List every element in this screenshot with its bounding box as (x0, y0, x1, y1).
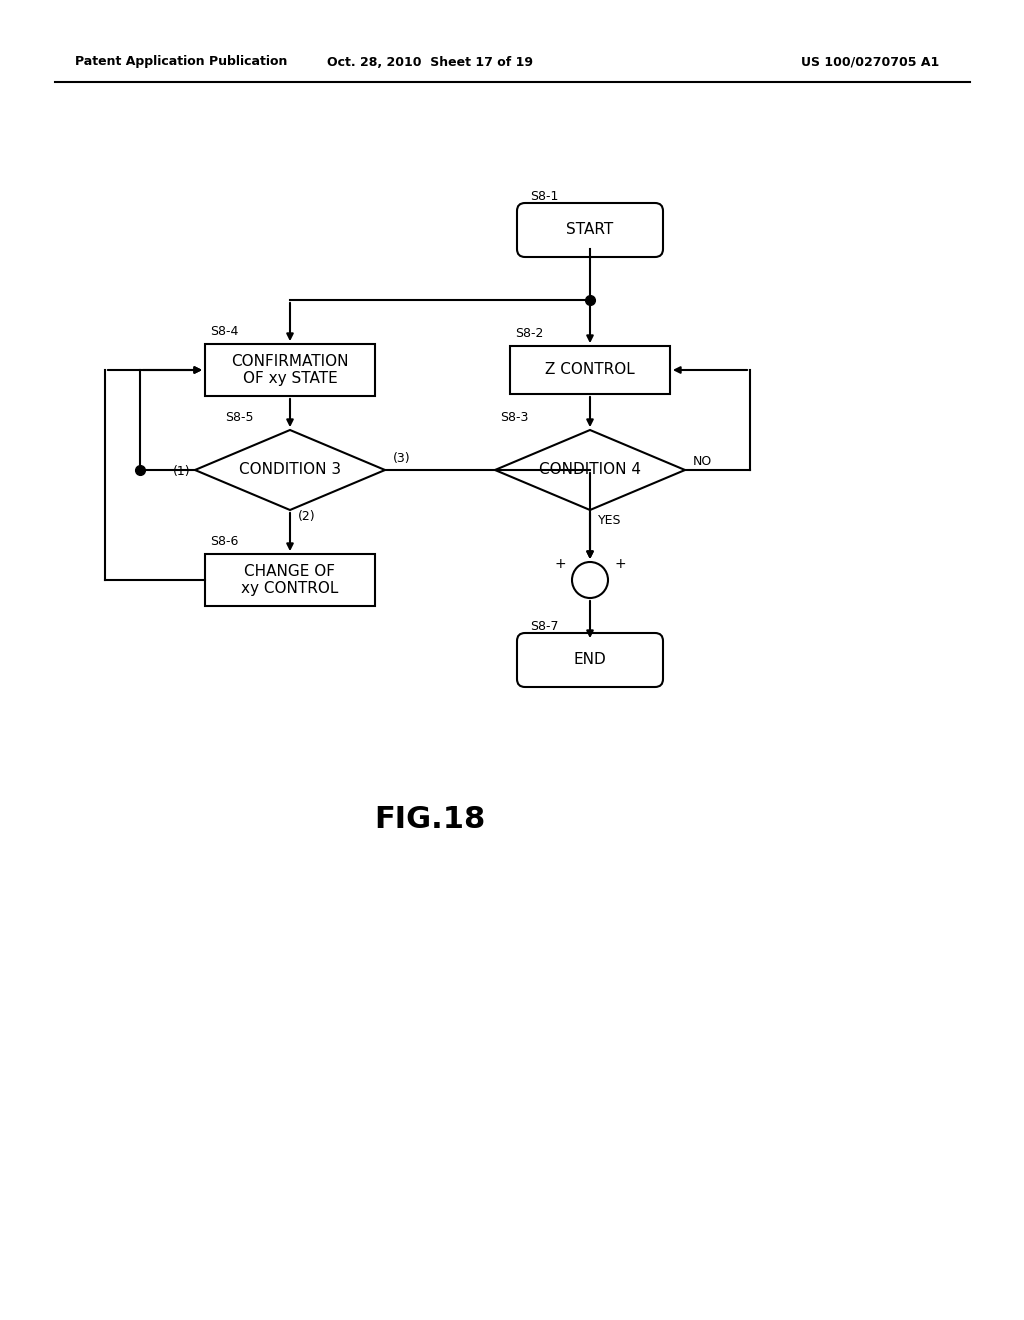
Text: S8-7: S8-7 (530, 620, 558, 634)
Text: S8-4: S8-4 (210, 325, 239, 338)
Text: (3): (3) (393, 451, 411, 465)
Text: Patent Application Publication: Patent Application Publication (75, 55, 288, 69)
Text: US 100/0270705 A1: US 100/0270705 A1 (801, 55, 939, 69)
Text: Z CONTROL: Z CONTROL (545, 363, 635, 378)
Polygon shape (495, 430, 685, 510)
Bar (510, 346, 670, 393)
Text: FIG.18: FIG.18 (375, 805, 485, 834)
Text: (2): (2) (298, 510, 315, 523)
Polygon shape (195, 430, 385, 510)
Text: END: END (573, 652, 606, 668)
FancyBboxPatch shape (517, 203, 663, 257)
Text: +: + (554, 557, 566, 572)
Text: (1): (1) (172, 465, 190, 478)
Text: START: START (566, 223, 613, 238)
Text: S8-3: S8-3 (500, 411, 528, 424)
Text: CHANGE OF: CHANGE OF (245, 565, 336, 579)
Text: CONFIRMATION: CONFIRMATION (231, 355, 349, 370)
Bar (205, 554, 375, 606)
Text: S8-2: S8-2 (515, 327, 544, 341)
Text: +: + (614, 557, 626, 572)
Text: OF xy STATE: OF xy STATE (243, 371, 337, 385)
FancyBboxPatch shape (517, 634, 663, 686)
Text: NO: NO (693, 455, 713, 469)
Text: S8-1: S8-1 (530, 190, 558, 203)
Text: Oct. 28, 2010  Sheet 17 of 19: Oct. 28, 2010 Sheet 17 of 19 (327, 55, 534, 69)
Text: S8-5: S8-5 (225, 411, 254, 424)
Text: CONDITION 4: CONDITION 4 (539, 462, 641, 478)
Text: CONDITION 3: CONDITION 3 (239, 462, 341, 478)
Text: xy CONTROL: xy CONTROL (242, 581, 339, 595)
Text: YES: YES (598, 513, 622, 527)
Text: S8-6: S8-6 (210, 535, 239, 548)
Circle shape (572, 562, 608, 598)
Bar (205, 345, 375, 396)
